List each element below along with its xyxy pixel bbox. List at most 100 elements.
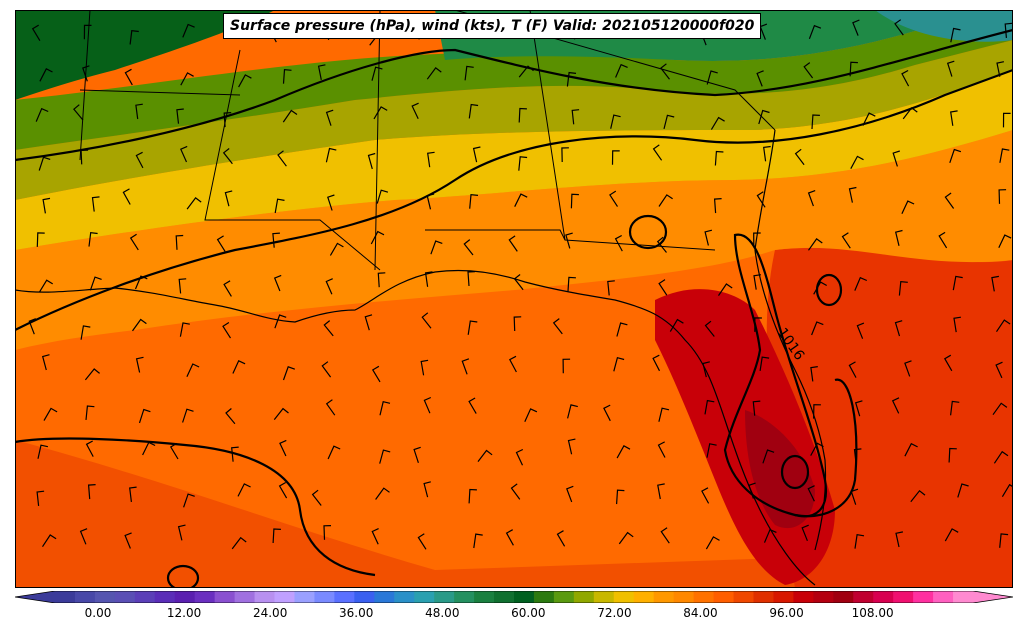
colorbar-segment xyxy=(893,591,914,603)
wind-barb xyxy=(273,274,282,292)
colorbar-segment xyxy=(74,591,96,603)
wind-barb xyxy=(426,193,435,210)
wind-barb xyxy=(423,396,432,414)
wind-barb xyxy=(701,487,710,504)
wind-barb xyxy=(567,276,576,292)
wind-barb xyxy=(753,274,761,290)
wind-barb xyxy=(38,279,54,293)
wind-barb xyxy=(216,235,226,252)
colorbar-segment xyxy=(374,591,395,603)
temp-band-darkgreen-nw xyxy=(15,10,275,100)
wind-barb xyxy=(317,64,326,81)
wind-barb xyxy=(524,408,538,422)
wind-barb xyxy=(180,72,194,86)
wind-barb xyxy=(36,490,45,506)
wind-barb xyxy=(656,236,667,253)
wind-barb xyxy=(371,528,379,545)
wind-barb xyxy=(222,321,232,339)
colorbar-segment xyxy=(613,591,635,603)
wind-barb xyxy=(753,232,761,248)
wind-barb xyxy=(231,446,239,462)
wind-barb xyxy=(279,439,287,457)
wind-barb xyxy=(39,67,53,82)
wind-barb xyxy=(904,360,912,377)
colorbar-segment xyxy=(274,591,295,603)
wind-barb xyxy=(801,524,809,542)
wind-barb xyxy=(853,448,862,464)
colorbar-segment xyxy=(114,591,136,603)
wind-barb xyxy=(904,442,918,457)
wind-barb xyxy=(468,488,477,504)
colorbar-segment xyxy=(254,591,276,603)
map-title: Surface pressure (hPa), wind (kts), T (F… xyxy=(223,13,762,39)
wind-barb xyxy=(894,320,903,337)
wind-barb xyxy=(169,442,179,460)
wind-barb xyxy=(895,531,904,548)
wind-barb xyxy=(327,194,335,211)
wind-barb xyxy=(223,112,232,128)
isobar-southeast xyxy=(794,378,858,518)
wind-barb xyxy=(807,190,816,207)
wind-barb xyxy=(552,318,563,335)
wind-barb xyxy=(910,489,926,503)
wind-barb xyxy=(807,485,815,502)
wind-barb xyxy=(272,528,281,544)
wind-barb xyxy=(748,482,756,499)
colorbar-segment xyxy=(334,591,355,603)
colorbar-segment xyxy=(913,591,934,603)
wind-barb xyxy=(463,239,474,256)
wind-barb xyxy=(135,356,144,373)
colorbar-tick-label: 36.00 xyxy=(339,606,374,620)
wind-barb xyxy=(42,197,51,214)
wind-barb xyxy=(702,361,710,378)
wind-barb xyxy=(371,66,383,81)
wind-barb xyxy=(222,148,233,165)
wind-barb xyxy=(704,399,715,415)
wind-barb xyxy=(518,156,528,171)
wind-barb xyxy=(613,356,625,372)
colorbar-segment xyxy=(474,591,495,603)
colorbar-segment xyxy=(94,591,116,603)
wind-barb xyxy=(370,230,385,245)
isobar-south xyxy=(15,437,376,577)
wind-barb xyxy=(41,354,50,371)
wind-barb xyxy=(607,280,615,296)
wind-barb xyxy=(83,24,92,40)
wind-barb xyxy=(950,27,961,43)
colorbar-segment xyxy=(314,591,335,603)
wind-barb xyxy=(513,316,522,332)
wind-barb xyxy=(430,240,443,255)
colorbar-segment xyxy=(653,591,675,603)
wind-barb xyxy=(510,483,521,500)
colorbar-segment xyxy=(154,591,176,603)
wind-barb xyxy=(43,407,58,421)
wind-barb xyxy=(848,361,857,378)
colorbar-segment xyxy=(573,591,595,603)
wind-barb xyxy=(468,397,477,414)
gulf-coastline xyxy=(15,269,816,586)
wind-barb xyxy=(85,405,95,420)
wind-barb xyxy=(282,69,292,84)
wind-barb xyxy=(424,271,433,287)
weather-map: 1016 xyxy=(15,10,1013,588)
wind-barb xyxy=(31,24,41,42)
wind-barb xyxy=(508,235,518,252)
colorbar-tick-label: 72.00 xyxy=(597,606,632,620)
colorbar-tick-label: 60.00 xyxy=(511,606,546,620)
wind-barb xyxy=(704,229,713,246)
wind-barb xyxy=(948,447,957,463)
wind-barb xyxy=(89,276,102,291)
colorbar-segment xyxy=(354,591,375,603)
wind-barb xyxy=(134,275,148,290)
wind-barb xyxy=(852,19,860,36)
wind-barb xyxy=(325,278,333,295)
wind-barb xyxy=(996,61,1005,77)
wind-barb xyxy=(891,397,900,414)
wind-barb xyxy=(998,234,1012,248)
wind-barb xyxy=(41,534,57,548)
wind-barb xyxy=(124,68,133,86)
wind-barb xyxy=(658,194,673,207)
wind-barb xyxy=(182,408,194,423)
wind-barb xyxy=(124,532,132,549)
wind-barb xyxy=(273,407,289,420)
